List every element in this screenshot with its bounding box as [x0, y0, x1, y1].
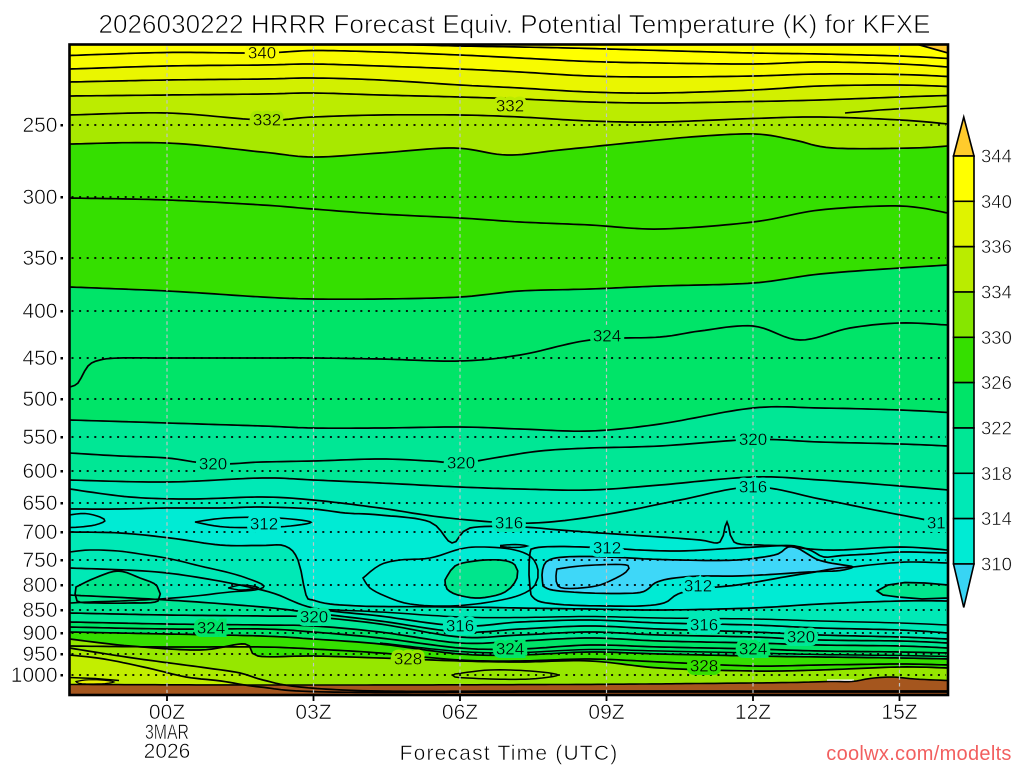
svg-text:316: 316: [495, 514, 523, 533]
svg-text:312: 312: [684, 577, 712, 596]
svg-text:550: 550: [22, 426, 57, 449]
svg-text:400: 400: [22, 300, 57, 323]
svg-text:328: 328: [394, 650, 422, 669]
svg-text:310: 310: [981, 554, 1012, 575]
svg-text:650: 650: [22, 492, 57, 515]
svg-text:850: 850: [22, 599, 57, 622]
svg-text:312: 312: [250, 515, 278, 534]
svg-text:2026: 2026: [144, 740, 191, 763]
svg-text:320: 320: [300, 608, 328, 627]
svg-text:750: 750: [22, 549, 57, 572]
svg-text:700: 700: [22, 521, 57, 544]
svg-text:320: 320: [787, 628, 815, 647]
svg-text:coolwx.com/modelts: coolwx.com/modelts: [826, 743, 1011, 765]
svg-text:320: 320: [300, 608, 328, 627]
svg-text:320: 320: [739, 430, 767, 449]
svg-text:316: 316: [690, 616, 718, 635]
svg-text:320: 320: [447, 454, 475, 473]
svg-text:3MAR: 3MAR: [145, 721, 189, 744]
svg-text:324: 324: [197, 619, 225, 638]
svg-text:336: 336: [981, 236, 1012, 257]
svg-text:334: 334: [981, 282, 1012, 303]
svg-text:950: 950: [22, 643, 57, 666]
svg-text:800: 800: [22, 574, 57, 597]
svg-text:316: 316: [446, 617, 474, 636]
svg-text:320: 320: [199, 455, 227, 474]
svg-text:320: 320: [739, 430, 767, 449]
svg-text:332: 332: [253, 111, 281, 130]
svg-text:324: 324: [197, 619, 225, 638]
svg-text:328: 328: [690, 657, 718, 676]
svg-text:2026030222 HRRR Forecast Equiv: 2026030222 HRRR Forecast Equiv. Potentia…: [99, 9, 931, 39]
svg-text:324: 324: [593, 327, 621, 346]
svg-text:316: 316: [739, 478, 767, 497]
svg-text:332: 332: [496, 97, 524, 116]
svg-text:344: 344: [981, 146, 1012, 167]
svg-text:314: 314: [981, 508, 1012, 529]
svg-text:324: 324: [739, 640, 767, 659]
svg-text:324: 324: [593, 327, 621, 346]
svg-text:312: 312: [593, 539, 621, 558]
svg-text:320: 320: [447, 454, 475, 473]
svg-text:324: 324: [496, 640, 524, 659]
svg-text:316: 316: [495, 514, 523, 533]
svg-text:900: 900: [22, 622, 57, 645]
svg-text:340: 340: [981, 191, 1012, 212]
svg-text:312: 312: [250, 515, 278, 534]
svg-text:340: 340: [248, 44, 276, 63]
svg-text:332: 332: [253, 111, 281, 130]
svg-text:316: 316: [690, 616, 718, 635]
svg-text:324: 324: [739, 640, 767, 659]
svg-text:312: 312: [593, 539, 621, 558]
svg-text:328: 328: [690, 657, 718, 676]
svg-text:15Z: 15Z: [881, 701, 917, 724]
svg-text:600: 600: [22, 460, 57, 483]
svg-text:300: 300: [22, 186, 57, 209]
svg-text:09Z: 09Z: [588, 701, 624, 724]
svg-text:350: 350: [22, 247, 57, 270]
svg-text:322: 322: [981, 418, 1012, 439]
svg-text:500: 500: [22, 388, 57, 411]
svg-text:326: 326: [981, 372, 1012, 393]
svg-text:316: 316: [927, 514, 955, 533]
svg-text:03Z: 03Z: [295, 701, 331, 724]
svg-text:324: 324: [496, 640, 524, 659]
svg-text:450: 450: [22, 347, 57, 370]
svg-text:316: 316: [739, 478, 767, 497]
svg-text:318: 318: [981, 463, 1012, 484]
svg-text:320: 320: [199, 455, 227, 474]
svg-text:00Z: 00Z: [149, 701, 185, 724]
svg-text:316: 316: [927, 514, 955, 533]
svg-text:Forecast Time (UTC): Forecast Time (UTC): [400, 742, 619, 765]
svg-text:332: 332: [496, 97, 524, 116]
svg-text:312: 312: [684, 577, 712, 596]
svg-text:316: 316: [446, 617, 474, 636]
svg-text:320: 320: [787, 628, 815, 647]
svg-text:330: 330: [981, 327, 1012, 348]
svg-text:1000: 1000: [11, 664, 58, 687]
svg-text:06Z: 06Z: [442, 701, 478, 724]
svg-text:328: 328: [394, 650, 422, 669]
svg-text:12Z: 12Z: [735, 701, 771, 724]
svg-text:340: 340: [248, 44, 276, 63]
svg-text:250: 250: [22, 114, 57, 137]
